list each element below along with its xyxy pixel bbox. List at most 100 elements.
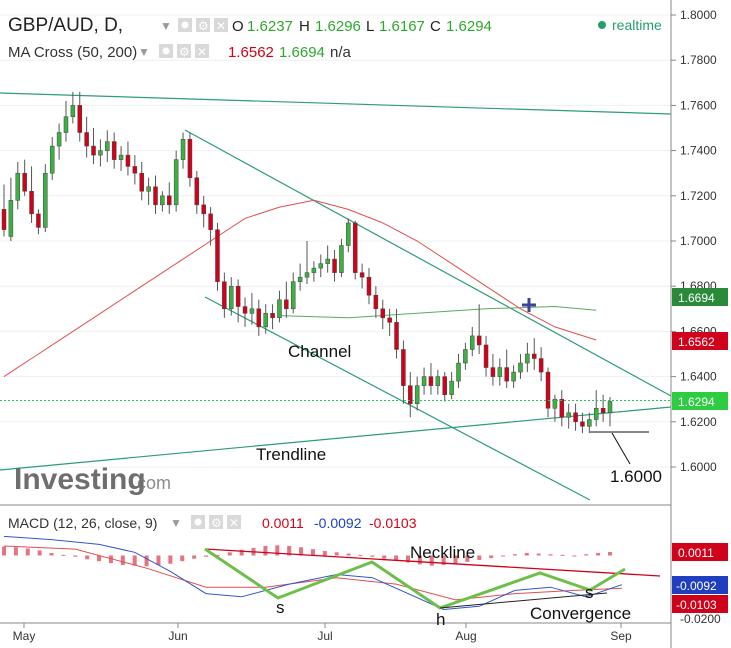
macd-panel bbox=[2, 535, 661, 611]
macd-histogram-bar bbox=[215, 554, 220, 556]
candle-body bbox=[160, 195, 165, 206]
macd-histogram-bar bbox=[453, 555, 458, 564]
time-tick-label: May bbox=[13, 629, 36, 643]
macd-histogram-bar bbox=[310, 549, 315, 556]
macd-hist-value: 0.0011 bbox=[262, 515, 304, 531]
macd-histogram-bar bbox=[394, 555, 399, 561]
candle-body bbox=[483, 344, 489, 368]
ma200-badge-text: 1.6694 bbox=[678, 291, 715, 305]
ma-icon-buttons[interactable]: ⚙ ✕ bbox=[159, 44, 209, 59]
candle-body bbox=[559, 398, 565, 418]
macd-signal-badge-text: -0.0103 bbox=[676, 598, 717, 612]
macd-icon-buttons[interactable]: ⚙ ✕ bbox=[191, 515, 241, 530]
candle-body bbox=[180, 139, 186, 160]
ma-title[interactable]: MA Cross (50, 200) bbox=[8, 44, 137, 61]
candle-body bbox=[566, 412, 571, 418]
candle-body bbox=[56, 132, 62, 147]
price-tick-label: 1.7600 bbox=[680, 98, 717, 112]
ma-dropdown-icon[interactable]: ▼ bbox=[138, 45, 150, 59]
gear-icon: ⚙ bbox=[211, 516, 222, 530]
neckline bbox=[204, 548, 661, 577]
macd-line-badge bbox=[672, 576, 728, 594]
macd-histogram-bar bbox=[2, 546, 6, 556]
candle-body bbox=[284, 299, 289, 310]
close-icon[interactable] bbox=[214, 18, 228, 32]
candle-body bbox=[380, 308, 385, 319]
eye-icon bbox=[194, 518, 202, 526]
grid-lines bbox=[0, 14, 671, 468]
macd-line-badge-text: -0.0092 bbox=[676, 579, 717, 593]
ma50-line bbox=[3, 199, 597, 378]
candle-body bbox=[538, 358, 544, 373]
price-tick-label: 1.8000 bbox=[680, 8, 717, 22]
candle-body bbox=[463, 349, 468, 364]
level-annotation: 1.6000 bbox=[610, 467, 662, 486]
candle-body bbox=[105, 141, 110, 151]
macd-histogram-bar bbox=[25, 548, 30, 556]
x-icon: ✕ bbox=[216, 19, 226, 33]
macd-signal-line bbox=[3, 545, 622, 601]
channel-upper-line bbox=[184, 129, 672, 397]
settings-icon[interactable] bbox=[196, 18, 210, 32]
candle-body bbox=[311, 267, 317, 273]
cross-icon bbox=[522, 298, 536, 312]
candle-body bbox=[497, 367, 503, 377]
symbol-title[interactable]: GBP/AUD, D, bbox=[8, 15, 123, 36]
ma200-badge bbox=[672, 288, 728, 306]
price-header: GBP/AUD, D, ▼ ⚙ ✕ O 1.6237 H 1.6296 L 1.… bbox=[8, 15, 662, 36]
symbol-dropdown-icon[interactable]: ▼ bbox=[160, 19, 172, 33]
candle-body bbox=[15, 172, 21, 201]
watermark-brand: Investing bbox=[14, 463, 146, 496]
candle-body bbox=[84, 132, 89, 147]
investing-watermark: Investing .com bbox=[14, 463, 171, 496]
candle-body bbox=[1, 209, 7, 230]
macd-histogram-bar bbox=[168, 555, 173, 564]
price-axis[interactable]: 1.80001.78001.76001.74001.72001.70001.68… bbox=[671, 8, 717, 474]
time-tick-label: Jun bbox=[168, 629, 187, 643]
candle-body bbox=[325, 258, 330, 264]
candle-body bbox=[132, 166, 138, 174]
upper-resistance-line bbox=[0, 92, 672, 115]
macd-axis[interactable]: -0.0200 bbox=[680, 612, 721, 626]
macd-histogram-bar bbox=[512, 554, 517, 556]
candle-body bbox=[504, 367, 509, 382]
candle-body bbox=[332, 258, 337, 273]
macd-dropdown-icon[interactable]: ▼ bbox=[170, 516, 182, 530]
macd-histogram-bar bbox=[275, 545, 280, 556]
macd-histogram-bar bbox=[382, 555, 387, 559]
candle-body bbox=[339, 245, 344, 273]
candle-body bbox=[290, 281, 296, 310]
convergence-annotation: Convergence bbox=[530, 604, 631, 623]
candle-body bbox=[408, 385, 413, 404]
candle-body bbox=[297, 276, 303, 282]
candle-body bbox=[256, 308, 262, 328]
realtime-dot-icon bbox=[598, 21, 606, 29]
close-label: C bbox=[430, 18, 441, 35]
candle-body bbox=[29, 191, 34, 215]
macd-histogram-bar bbox=[548, 554, 553, 556]
ma-close-icon[interactable] bbox=[195, 44, 209, 58]
macd-histogram-bar bbox=[489, 555, 494, 559]
macd-badges: 0.0011 -0.0092 -0.0103 bbox=[672, 543, 728, 613]
macd-title[interactable]: MACD (12, 26, close, 9) bbox=[8, 515, 157, 531]
candle-body bbox=[456, 362, 461, 382]
candle-body bbox=[476, 335, 482, 346]
candle-body bbox=[153, 186, 158, 206]
time-axis[interactable]: May Jun Jul Aug Sep bbox=[13, 623, 632, 643]
header-icon-buttons[interactable]: ⚙ ✕ bbox=[178, 18, 228, 33]
candle-body bbox=[111, 141, 117, 160]
candle-body bbox=[194, 177, 200, 206]
macd-histogram-bar bbox=[287, 545, 292, 556]
price-badges: 1.6694 1.6562 1.6294 bbox=[672, 288, 728, 410]
ma-settings-icon[interactable] bbox=[177, 44, 191, 58]
candle-body bbox=[587, 419, 592, 427]
close-badge bbox=[672, 392, 728, 410]
macd-histogram-bar bbox=[417, 555, 422, 565]
candle-body bbox=[373, 294, 379, 310]
macd-settings-icon[interactable] bbox=[209, 515, 223, 529]
macd-hist-badge-text: 0.0011 bbox=[678, 546, 714, 560]
macd-close-icon[interactable] bbox=[227, 515, 241, 529]
watermark-suffix: .com bbox=[132, 473, 171, 493]
macd-histogram-bar bbox=[358, 554, 363, 556]
